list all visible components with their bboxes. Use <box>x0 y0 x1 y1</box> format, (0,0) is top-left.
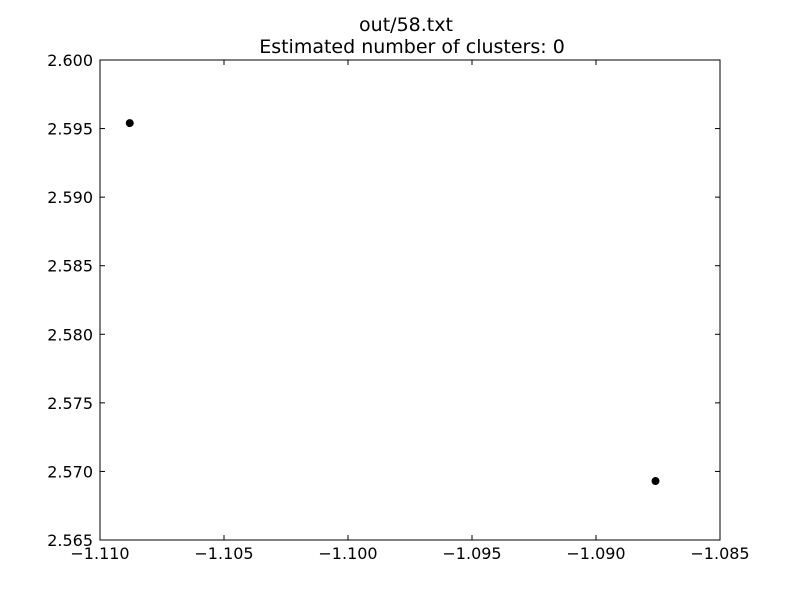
y-tick-label: 2.585 <box>47 257 93 276</box>
y-tick-label: 2.580 <box>47 325 93 344</box>
plot-area-frame <box>99 59 721 541</box>
y-tick-label: 2.595 <box>47 120 93 139</box>
y-tick-label: 2.590 <box>47 188 93 207</box>
data-points <box>125 119 660 486</box>
x-tick-label: −1.085 <box>690 544 749 563</box>
x-tick-label: −1.100 <box>318 544 377 563</box>
y-tick-label: 2.565 <box>47 531 93 550</box>
scatter-point <box>651 477 660 486</box>
scatter-point <box>125 119 134 128</box>
y-tick-label: 2.575 <box>47 394 93 413</box>
x-tick-label: −1.090 <box>566 544 625 563</box>
chart-subtitle: Estimated number of clusters: 0 <box>259 36 565 58</box>
x-tick-label: −1.110 <box>70 544 129 563</box>
x-tick-label: −1.095 <box>442 544 501 563</box>
y-tick-label: 2.570 <box>47 462 93 481</box>
chart-title: out/58.txt <box>359 14 453 36</box>
x-tick-label: −1.105 <box>194 544 253 563</box>
y-tick-label: 2.600 <box>47 51 93 70</box>
axis-ticks: −1.110 −1.105 −1.100 −1.095 −1.090 −1.085 2.56… <box>47 51 749 563</box>
